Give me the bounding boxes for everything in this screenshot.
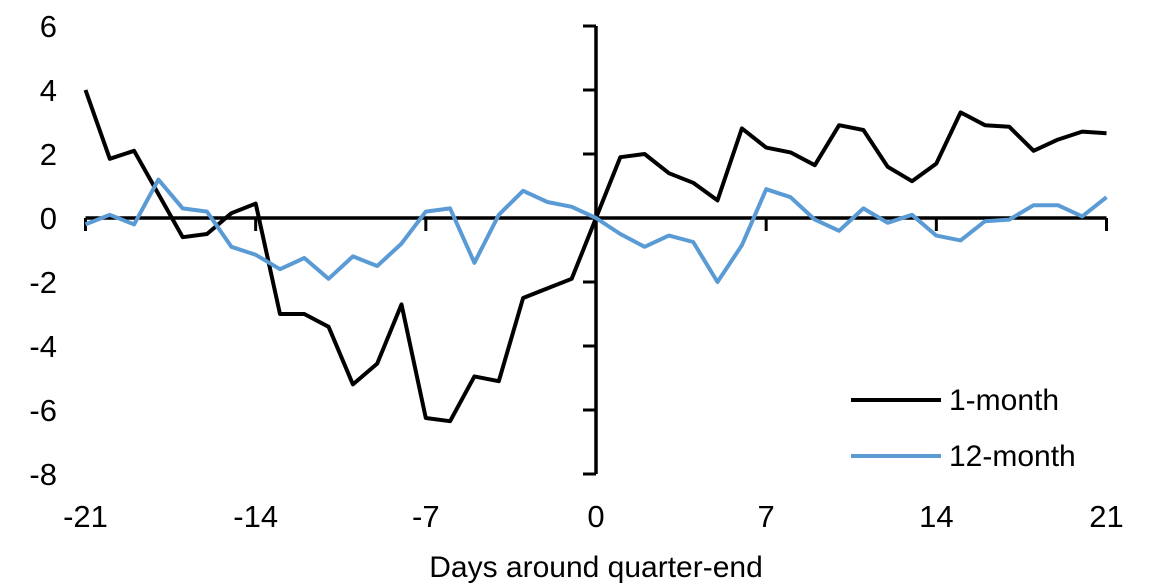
x-tick-label: -7	[412, 499, 440, 534]
y-axis-ticks	[583, 24, 596, 476]
y-tick-label: 2	[40, 137, 57, 172]
x-tick-label: 21	[1089, 499, 1123, 534]
legend: 1-month 12-month	[851, 384, 1076, 473]
y-tick-label: -4	[29, 329, 57, 364]
y-tick-label: -8	[29, 457, 57, 492]
x-tick-label: -14	[233, 499, 278, 534]
x-axis-title: Days around quarter-end	[429, 551, 763, 584]
y-tick-label: -2	[29, 265, 57, 300]
legend-label-12month: 12-month	[949, 440, 1076, 473]
y-axis-labels: 6 4 2 0 -2 -4 -6 -8	[29, 9, 57, 492]
legend-label-1month: 1-month	[949, 384, 1059, 417]
x-tick-label: -21	[63, 499, 108, 534]
y-tick-label: 6	[40, 9, 57, 44]
x-tick-label: 7	[758, 499, 775, 534]
y-tick-label: -6	[29, 393, 57, 428]
x-tick-label: 14	[919, 499, 953, 534]
x-axis-labels: -21 -14 -7 0 7 14 21	[63, 499, 1124, 534]
x-tick-label: 0	[587, 499, 604, 534]
y-tick-label: 4	[40, 73, 57, 108]
series-12month-line	[84, 177, 1108, 284]
y-tick-label: 0	[40, 201, 57, 236]
